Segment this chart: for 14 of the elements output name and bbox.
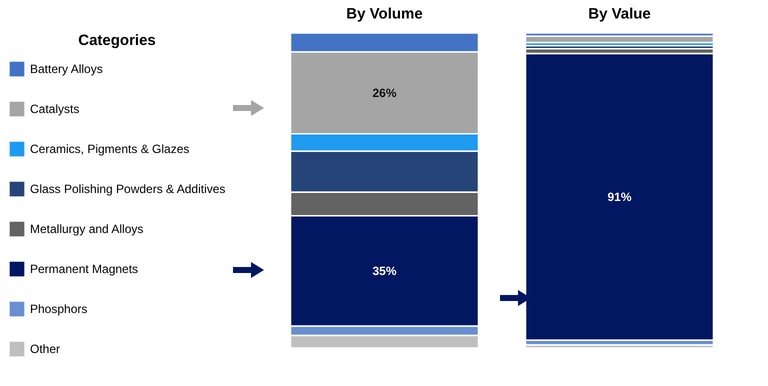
- legend-title: Categories: [78, 32, 156, 49]
- x-tick-label: By Value: [588, 6, 651, 22]
- legend-label: Ceramics, Pigments & Glazes: [30, 142, 190, 156]
- legend-label: Metallurgy and Alloys: [30, 222, 144, 236]
- x-tick-label: By Volume: [346, 6, 423, 22]
- legend-label: Battery Alloys: [30, 62, 103, 76]
- legend-label: Phosphors: [30, 302, 88, 316]
- legend-label: Other: [30, 342, 60, 356]
- legend-label: Catalysts: [30, 102, 80, 116]
- data-label: 26%: [372, 86, 397, 100]
- data-label: 35%: [372, 264, 397, 278]
- legend-label: Glass Polishing Powders & Additives: [30, 182, 226, 196]
- data-label: 91%: [607, 190, 632, 204]
- legend-label: Permanent Magnets: [30, 262, 138, 276]
